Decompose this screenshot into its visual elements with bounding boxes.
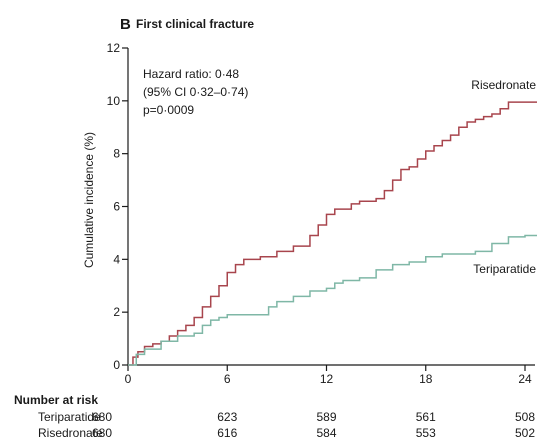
risk-value: 680 (92, 410, 112, 424)
y-tick-label: 2 (113, 305, 120, 319)
risk-value: 502 (515, 426, 535, 440)
risk-value: 561 (416, 410, 436, 424)
chart-title: First clinical fracture (136, 17, 254, 31)
series-label-teriparatide: Teriparatide (473, 262, 536, 276)
x-tick-label: 18 (419, 372, 433, 386)
risk-value: 553 (416, 426, 436, 440)
annotation-line-2: (95% CI 0·32–0·74) (143, 85, 248, 99)
risk-value: 616 (217, 426, 237, 440)
risk-value: 623 (217, 410, 237, 424)
annotation: Hazard ratio: 0·48 (95% CI 0·32–0·74) p=… (143, 67, 248, 117)
y-tick-label: 4 (113, 252, 120, 266)
risk-value: 584 (316, 426, 336, 440)
y-tick-label: 0 (113, 358, 120, 372)
y-tick-label: 10 (107, 94, 121, 108)
panel-letter: B (120, 16, 131, 33)
risk-row-name: Teriparatide (38, 410, 101, 424)
annotation-line-3: p=0·0009 (143, 103, 194, 117)
x-tick-label: 24 (518, 372, 532, 386)
x-tick-label: 0 (125, 372, 132, 386)
y-tick-label: 6 (113, 200, 120, 214)
risk-value: 508 (515, 410, 535, 424)
x-tick-label: 6 (224, 372, 231, 386)
annotation-line-1: Hazard ratio: 0·48 (143, 67, 239, 81)
risk-value: 589 (316, 410, 336, 424)
x-ticks: 0 6 12 18 24 (125, 365, 532, 386)
series-line-risedronate (128, 101, 537, 366)
y-axis-label: Cumulative incidence (%) (82, 132, 96, 268)
risk-row-name: Risedronate (38, 426, 103, 440)
y-tick-label: 12 (107, 41, 121, 55)
y-ticks: 0 2 4 6 8 10 12 (107, 41, 128, 372)
series-line-teriparatide (128, 234, 537, 366)
x-tick-label: 12 (320, 372, 334, 386)
series-label-risedronate: Risedronate (471, 78, 536, 92)
y-tick-label: 8 (113, 147, 120, 161)
series-lines (128, 101, 537, 366)
risk-value: 680 (92, 426, 112, 440)
number-at-risk-heading: Number at risk (14, 393, 98, 407)
